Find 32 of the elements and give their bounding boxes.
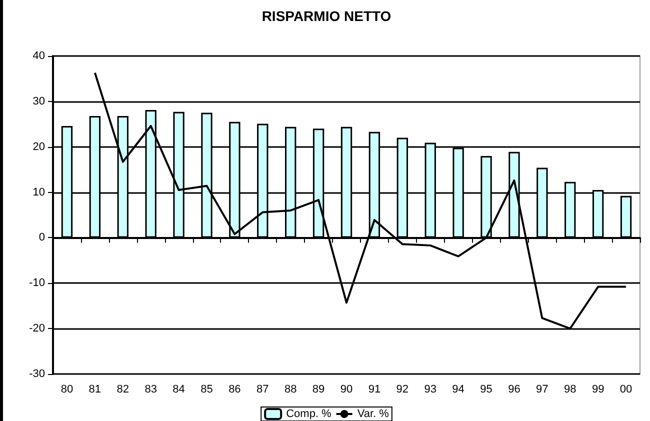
x-tick-label: 85 (200, 384, 213, 396)
x-tick-label: 84 (172, 384, 185, 396)
x-tick-label: 88 (284, 384, 297, 396)
x-tick-label: 98 (564, 384, 576, 396)
x-tick-label: 92 (396, 384, 409, 396)
x-tick-label: 99 (592, 384, 604, 396)
x-tick-label: 83 (144, 384, 157, 396)
y-tick-label: 20 (32, 140, 45, 153)
x-tick-label: 96 (508, 384, 520, 396)
x-tick-label: 81 (88, 384, 102, 396)
x-tick-label: 86 (228, 384, 241, 396)
x-tick-label: 94 (452, 384, 464, 396)
legend-label: Comp. % (286, 408, 332, 420)
y-tick-label: -30 (29, 368, 45, 380)
y-tick-label: -10 (29, 277, 45, 290)
x-tick-label: 95 (480, 384, 492, 396)
y-tick-label: 0 (38, 232, 45, 244)
x-tick-label: 00 (620, 384, 632, 396)
x-tick-label: 90 (340, 384, 353, 396)
x-tick-label: 91 (368, 384, 381, 396)
y-tick-label: -20 (29, 322, 45, 335)
x-tick-label: 82 (116, 384, 130, 396)
x-tick-label: 89 (312, 384, 325, 396)
y-tick-label: 10 (32, 186, 45, 198)
legend-label: Var. % (357, 408, 390, 420)
x-tick-label: 97 (536, 384, 548, 396)
x-tick-label: 93 (424, 384, 436, 396)
x-tick-label: 80 (60, 384, 74, 396)
x-tick-label: 87 (256, 384, 269, 396)
chart-title: RISPARMIO NETTO (262, 8, 392, 24)
y-tick-label: 40 (32, 50, 45, 62)
y-tick-label: 30 (32, 95, 45, 108)
